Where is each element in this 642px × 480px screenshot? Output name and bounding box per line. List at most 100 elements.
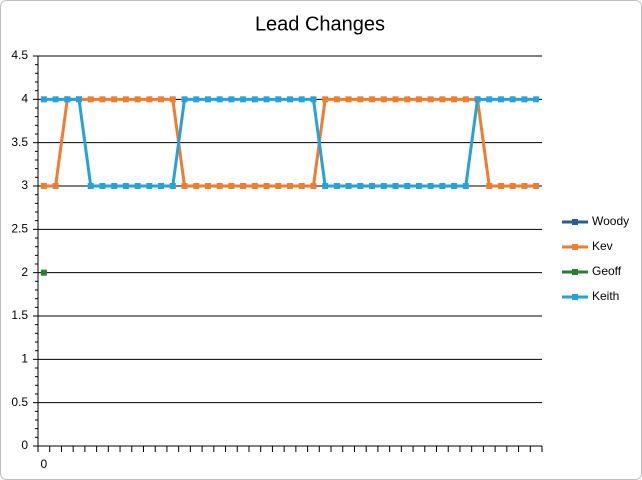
y-tick-label: 2.5 xyxy=(11,222,28,236)
data-marker xyxy=(263,183,270,189)
data-marker xyxy=(404,96,411,103)
data-marker xyxy=(40,96,47,103)
y-tick-label: 4.5 xyxy=(11,48,28,62)
data-marker xyxy=(87,183,94,189)
y-tick-label: 3.5 xyxy=(11,135,28,149)
data-marker xyxy=(345,96,352,103)
data-marker xyxy=(451,183,458,189)
data-marker xyxy=(122,96,129,103)
data-marker xyxy=(298,183,305,189)
data-marker xyxy=(322,96,329,103)
data-marker xyxy=(345,183,352,189)
data-marker xyxy=(497,96,504,103)
data-marker xyxy=(357,96,364,103)
data-marker xyxy=(310,96,317,103)
data-marker xyxy=(486,183,493,189)
y-tick-label: 3 xyxy=(21,178,28,192)
data-marker xyxy=(333,96,340,103)
data-marker xyxy=(263,96,270,103)
data-marker xyxy=(462,183,469,189)
data-marker xyxy=(216,96,223,103)
data-marker xyxy=(322,183,329,189)
data-marker xyxy=(146,96,153,103)
data-marker xyxy=(415,183,422,189)
data-marker xyxy=(369,96,376,103)
legend-label: Keith xyxy=(592,289,619,303)
data-marker xyxy=(287,96,293,103)
data-marker xyxy=(298,96,305,103)
legend-marker xyxy=(572,294,578,300)
data-marker xyxy=(158,96,165,103)
data-marker xyxy=(204,96,211,103)
data-marker xyxy=(76,96,83,103)
data-marker xyxy=(427,96,434,103)
y-tick-label: 2 xyxy=(21,265,28,279)
data-marker xyxy=(533,183,540,189)
data-marker xyxy=(486,96,493,103)
data-marker xyxy=(451,96,458,103)
data-marker xyxy=(415,96,422,103)
data-marker xyxy=(392,183,399,189)
data-marker xyxy=(64,96,71,103)
data-marker xyxy=(52,183,59,189)
chart-title: Lead Changes xyxy=(255,13,385,35)
y-tick-label: 1 xyxy=(21,352,28,366)
data-marker xyxy=(134,183,141,189)
data-marker xyxy=(287,183,293,189)
data-marker xyxy=(134,96,141,103)
data-marker xyxy=(193,183,200,189)
data-marker xyxy=(99,96,106,103)
y-tick-label: 0 xyxy=(21,438,28,452)
data-marker xyxy=(240,96,247,103)
data-marker xyxy=(509,96,516,103)
data-marker xyxy=(40,269,47,276)
legend-label: Woody xyxy=(592,214,629,228)
data-marker xyxy=(521,183,528,189)
legend-marker xyxy=(572,269,578,275)
x-tick-label: 0 xyxy=(41,457,48,471)
data-marker xyxy=(521,96,528,103)
data-marker xyxy=(392,96,399,103)
data-marker xyxy=(146,183,153,189)
data-marker xyxy=(111,96,118,103)
data-marker xyxy=(439,183,446,189)
legend-marker xyxy=(572,219,578,225)
data-marker xyxy=(380,96,387,103)
data-marker xyxy=(87,96,94,103)
data-marker xyxy=(427,183,434,189)
legend-label: Kev xyxy=(592,239,613,253)
data-marker xyxy=(111,183,118,189)
data-marker xyxy=(310,183,317,189)
data-marker xyxy=(158,183,165,189)
data-marker xyxy=(181,183,188,189)
y-tick-label: 0.5 xyxy=(11,395,28,409)
data-marker xyxy=(204,183,211,189)
data-marker xyxy=(251,183,258,189)
data-marker xyxy=(40,183,47,189)
data-marker xyxy=(497,183,504,189)
data-marker xyxy=(333,183,340,189)
data-marker xyxy=(509,183,516,189)
data-marker xyxy=(181,96,188,103)
data-marker xyxy=(169,183,176,189)
data-marker xyxy=(228,96,235,103)
data-marker xyxy=(52,96,59,103)
data-marker xyxy=(275,183,282,189)
data-marker xyxy=(404,183,411,189)
data-marker xyxy=(228,183,235,189)
data-marker xyxy=(240,183,247,189)
data-marker xyxy=(533,96,540,103)
data-marker xyxy=(99,183,106,189)
data-marker xyxy=(216,183,223,189)
data-marker xyxy=(251,96,258,103)
data-marker xyxy=(169,96,176,103)
y-tick-label: 4 xyxy=(21,92,28,106)
legend-label: Geoff xyxy=(592,264,622,278)
data-marker xyxy=(193,96,200,103)
legend-marker xyxy=(572,244,578,250)
data-marker xyxy=(357,183,364,189)
data-marker xyxy=(474,96,481,103)
